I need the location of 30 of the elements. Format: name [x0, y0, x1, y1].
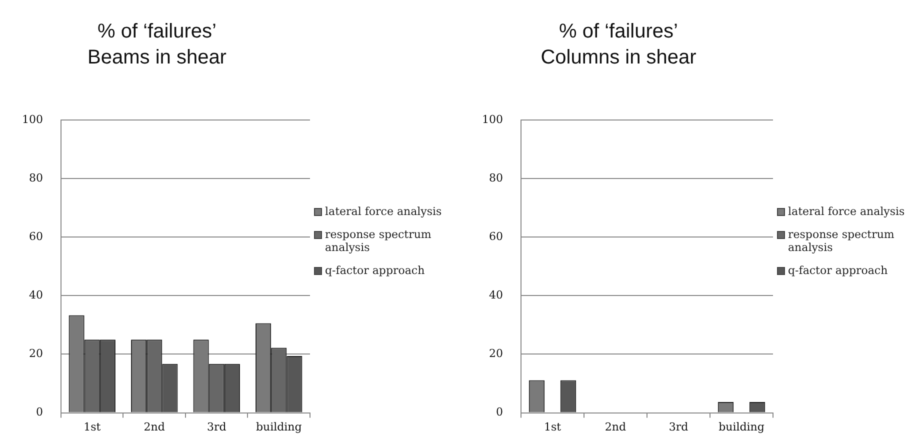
y-tick-label: 20: [28, 347, 43, 360]
legend-label: lateral force analysis: [325, 205, 442, 218]
y-tick-label: 100: [482, 112, 503, 126]
y-tick-label: 100: [22, 112, 43, 126]
legend-label: lateral force analysis: [788, 205, 905, 218]
chart-subtitle: Columns in shear: [540, 46, 697, 69]
chart-subtitle: Beams in shear: [88, 46, 227, 69]
legend-label: response spectrum analysis: [788, 228, 896, 254]
x-tick-label: 1st: [544, 420, 562, 434]
y-tick-label: 60: [488, 230, 503, 243]
x-tick-label: building: [256, 420, 302, 434]
x-tick-label: 3rd: [206, 420, 226, 434]
x-tick-label: 1st: [84, 420, 102, 434]
y-tick-label: 20: [488, 347, 503, 360]
x-tick-label: 3rd: [668, 420, 688, 434]
y-tick-label: 40: [28, 288, 43, 302]
y-tick-label: 80: [28, 171, 43, 184]
x-tick-label: building: [718, 420, 764, 434]
legend-label: response spectrum analysis: [325, 228, 432, 254]
y-tick-label: 80: [488, 171, 503, 184]
y-tick-label: 0: [36, 406, 43, 419]
y-tick-label: 60: [28, 230, 43, 243]
chart-title: % of ‘failures’: [559, 20, 678, 43]
x-tick-label: 2nd: [144, 420, 165, 434]
chart-title: % of ‘failures’: [98, 20, 216, 43]
y-tick-label: 40: [488, 288, 503, 302]
y-tick-label: 0: [496, 406, 503, 419]
legend-label: q-factor approach: [325, 264, 425, 277]
x-tick-label: 2nd: [604, 420, 626, 434]
legend-label: q-factor approach: [788, 264, 888, 277]
